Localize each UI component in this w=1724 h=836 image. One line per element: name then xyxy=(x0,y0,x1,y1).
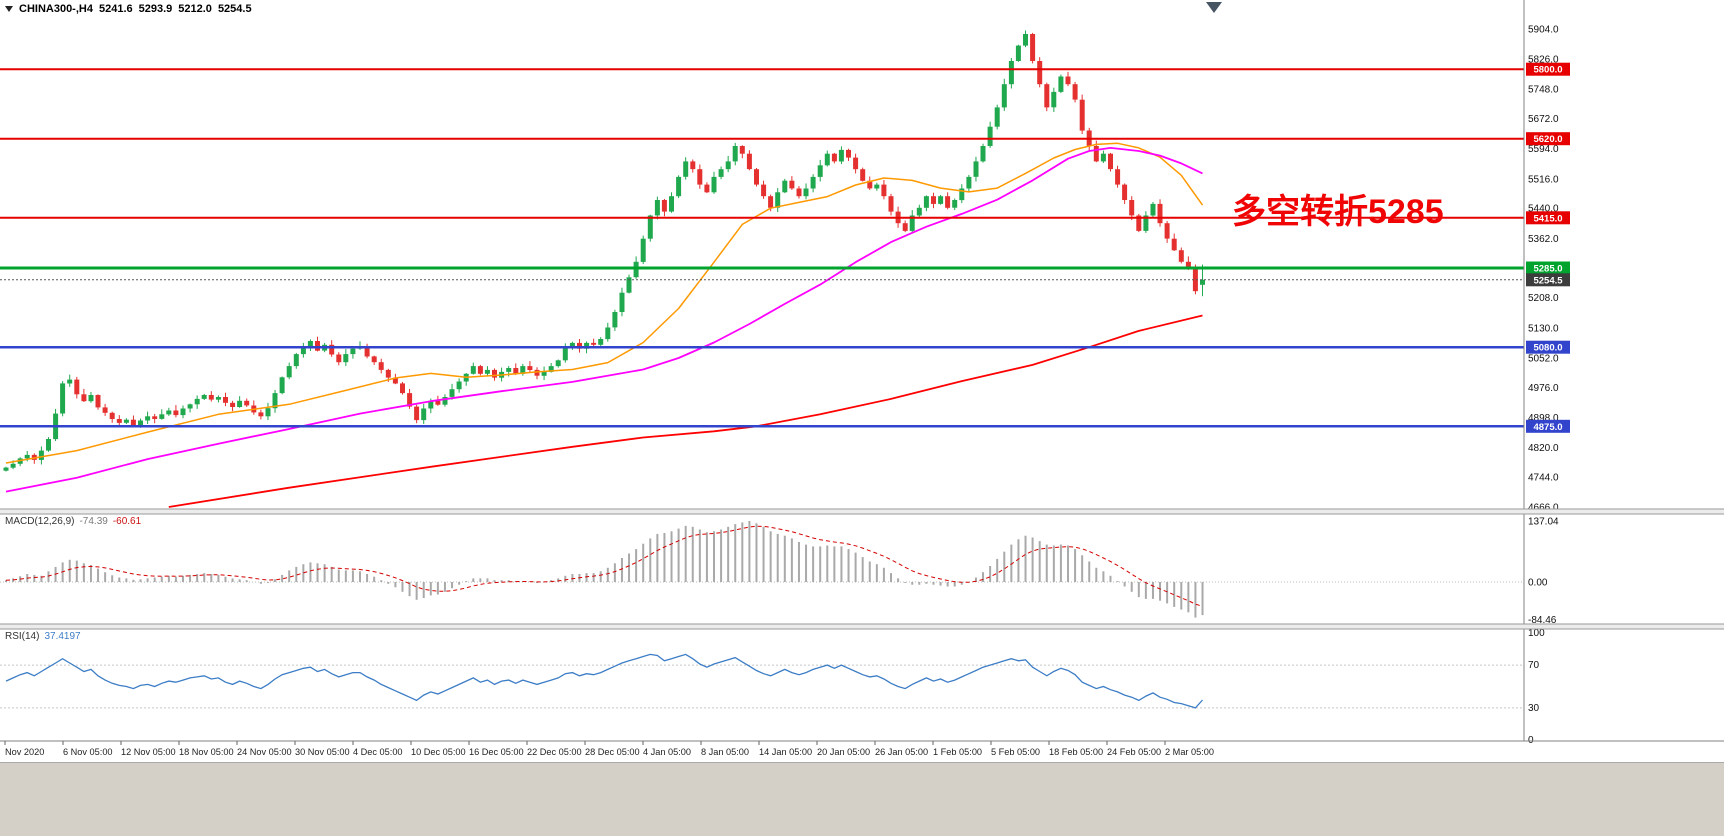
time-axis-label: 10 Dec 05:00 xyxy=(411,747,466,757)
symbol-marker-icon xyxy=(5,6,13,12)
macd-signal-line xyxy=(5,525,1203,607)
rsi-scale-label: 30 xyxy=(1528,703,1540,714)
price-tick-label: 5440.0 xyxy=(1528,204,1559,215)
price-scale[interactable]: 5904.0 5826.0 5748.0 5672.0 5594.0 5516.0 5440… xyxy=(1523,0,1570,741)
rsi-indicator-label: RSI(14) 37.4197 xyxy=(5,631,81,642)
time-axis-label: 5 Feb 05:00 xyxy=(991,747,1040,757)
time-axis-label: 26 Jan 05:00 xyxy=(875,747,928,757)
price-tick-label: 4820.0 xyxy=(1528,443,1559,454)
time-axis-label: 22 Dec 05:00 xyxy=(527,747,582,757)
macd-scale-label: 0.00 xyxy=(1528,578,1548,589)
time-axis-label: 2 Mar 05:00 xyxy=(1165,747,1214,757)
chart-header: CHINA300-,H4 5241.6 5293.9 5212.0 5254.5 xyxy=(5,3,252,15)
horizontal-lines[interactable] xyxy=(0,68,1524,428)
rsi-name: RSI(14) xyxy=(5,631,40,642)
price-tick-label: 5516.0 xyxy=(1528,174,1559,185)
time-axis-label: 1 Feb 05:00 xyxy=(933,747,982,757)
price-tick-label: 5904.0 xyxy=(1528,25,1559,36)
time-axis-label: 12 Nov 05:00 xyxy=(121,747,176,757)
annotation-text[interactable]: 多空转折5285 xyxy=(1232,193,1444,231)
time-axis-label: 4 Jan 05:00 xyxy=(643,747,691,757)
time-axis-label: 8 Jan 05:00 xyxy=(701,747,749,757)
open-value: 5241.6 xyxy=(98,3,133,15)
panel-separators[interactable] xyxy=(0,508,1724,742)
price-tick-label: 4976.0 xyxy=(1528,383,1559,394)
price-badge xyxy=(1526,273,1570,287)
time-axis-label: Nov 2020 xyxy=(5,747,44,757)
time-axis-label: 14 Jan 05:00 xyxy=(759,747,812,757)
price-tick-label: 5362.0 xyxy=(1528,234,1559,245)
price-badge-label: 5285.0 xyxy=(1533,264,1562,275)
price-badge xyxy=(1526,132,1570,146)
time-axis-label: 18 Feb 05:00 xyxy=(1049,747,1103,757)
time-axis-label: 18 Nov 05:00 xyxy=(179,747,234,757)
time-axis-label: 20 Jan 05:00 xyxy=(817,747,870,757)
time-scale[interactable]: Nov 2020 6 Nov 05:00 12 Nov 05:00 18 Nov 05… xyxy=(4,741,1214,757)
price-badge-label: 4875.0 xyxy=(1533,422,1562,433)
macd-scale-label: 137.04 xyxy=(1528,517,1559,528)
rsi-line xyxy=(5,653,1203,709)
price-badge xyxy=(1526,211,1570,225)
price-badge xyxy=(1526,419,1570,433)
chart-end-marker-icon[interactable] xyxy=(1206,2,1222,13)
time-axis-label: 4 Dec 05:00 xyxy=(353,747,403,757)
rsi-scale-label: 70 xyxy=(1528,660,1540,671)
overlay-ma-mid-magenta xyxy=(5,146,1203,493)
price-badge xyxy=(1526,340,1570,354)
macd-value: -74.39 xyxy=(79,516,108,527)
price-tick-label: 5672.0 xyxy=(1528,114,1559,125)
chart-canvas[interactable]: 5904.0 5826.0 5748.0 5672.0 5594.0 5516.0 5440… xyxy=(0,0,1724,762)
time-axis-label: 24 Nov 05:00 xyxy=(237,747,292,757)
price-badge-label: 5620.0 xyxy=(1533,134,1562,145)
rsi-value: 37.4197 xyxy=(44,631,81,642)
low-value: 5212.0 xyxy=(178,3,212,15)
close-value: 5254.5 xyxy=(217,3,252,15)
price-tick-label: 5748.0 xyxy=(1528,85,1559,96)
price-tick-label: 5594.0 xyxy=(1528,144,1559,155)
overlay-ma-fast-orange xyxy=(5,142,1204,464)
macd-name: MACD(12,26,9) xyxy=(5,516,75,527)
rsi-panel: 10070300 xyxy=(0,628,1545,746)
candles-series xyxy=(3,30,1205,472)
overlay-ma-slow-red xyxy=(168,314,1203,508)
price-tick-label: 4666.0 xyxy=(1528,503,1559,514)
price-badge-label: 5415.0 xyxy=(1533,213,1562,224)
price-badge-label: 5080.0 xyxy=(1533,343,1562,354)
price-badge xyxy=(1526,62,1570,76)
price-tick-label: 4898.0 xyxy=(1528,413,1559,424)
price-badge-label: 5254.5 xyxy=(1533,275,1563,286)
macd-signal-value: -60.61 xyxy=(112,516,142,527)
macd-panel: 137.04 0.00 -84.46 xyxy=(0,517,1559,626)
price-badge xyxy=(1526,261,1570,275)
time-axis-label: 28 Dec 05:00 xyxy=(585,747,640,757)
high-value: 5293.9 xyxy=(138,3,173,15)
time-axis-label: 6 Nov 05:00 xyxy=(63,747,113,757)
price-tick-label: 5130.0 xyxy=(1528,323,1559,334)
price-badge-label: 5800.0 xyxy=(1533,65,1562,76)
symbol-timeframe-label: CHINA300-,H4 xyxy=(19,3,93,15)
price-tick-label: 5052.0 xyxy=(1528,354,1559,365)
bottom-area xyxy=(0,762,1724,836)
time-axis-label: 24 Feb 05:00 xyxy=(1107,747,1161,757)
price-tick-label: 5208.0 xyxy=(1528,293,1559,304)
price-tick-label: 5826.0 xyxy=(1528,55,1559,66)
rsi-scale-label: 100 xyxy=(1528,628,1545,639)
time-axis-label: 16 Dec 05:00 xyxy=(469,747,524,757)
time-axis-label: 30 Nov 05:00 xyxy=(295,747,350,757)
price-tick-label: 4744.0 xyxy=(1528,472,1559,483)
macd-scale-label: -84.46 xyxy=(1528,615,1557,626)
macd-indicator-label: MACD(12,26,9) -74.39 -60.61 xyxy=(5,516,141,527)
